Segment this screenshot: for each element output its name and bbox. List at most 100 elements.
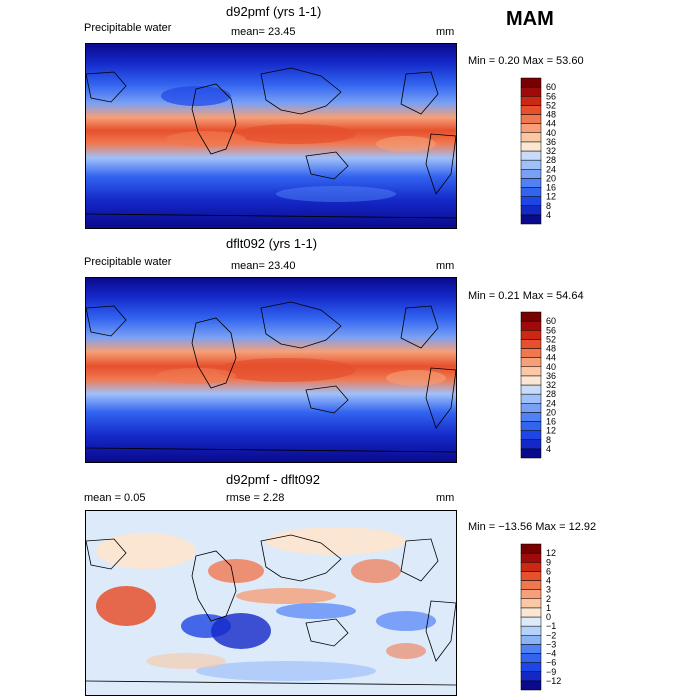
panel2-mean-label: mean= 23.40 <box>231 260 296 272</box>
colorbar-tick-label: −4 <box>546 649 556 659</box>
panel2-units-label: mm <box>436 260 455 272</box>
colorbar-swatch <box>520 141 542 152</box>
colorbar-tick-label: 56 <box>546 91 556 101</box>
colorbar-swatch <box>520 671 542 682</box>
colorbar-swatch <box>520 598 542 609</box>
colorbar-tick-label: 44 <box>546 353 556 363</box>
colorbar-tick-label: 16 <box>546 183 556 193</box>
colorbar-tick-label: 12 <box>546 426 556 436</box>
season-label: MAM <box>506 8 554 30</box>
colorbar-tick-label: 28 <box>546 155 556 165</box>
colorbar-swatch <box>520 662 542 673</box>
colorbar-tick-label: 36 <box>546 371 556 381</box>
colorbar-swatch <box>520 357 542 368</box>
colorbar-tick-label: 12 <box>546 548 556 558</box>
panel1-min-max: Min = 0.20 Max = 53.60 <box>468 55 584 67</box>
colorbar-tick-label: 52 <box>546 100 556 110</box>
panel2-variable-label: Precipitable water <box>84 256 172 268</box>
colorbar-swatch <box>520 580 542 590</box>
colorbar-tick-label: 44 <box>546 119 556 129</box>
panel3-rmse-label: rmse = 2.28 <box>226 492 285 504</box>
colorbar-tick-label: 12 <box>546 192 556 202</box>
colorbar-tick-label: 48 <box>546 344 556 354</box>
colorbar-swatch <box>520 421 542 431</box>
colorbar-tick-label: −3 <box>546 639 556 649</box>
colorbar-tick-label: 9 <box>546 557 551 567</box>
colorbar-tick-label: 8 <box>546 201 551 211</box>
colorbar-swatch <box>520 384 542 395</box>
colorbar-tick-label: 16 <box>546 417 556 427</box>
colorbar-tick-label: −2 <box>546 630 556 640</box>
colorbar-swatch <box>520 448 542 459</box>
colorbar-tick-label: 2 <box>546 594 551 604</box>
colorbar-swatch <box>520 320 542 331</box>
colorbar-swatch <box>520 644 542 654</box>
panel3-min-max: Min = −13.56 Max = 12.92 <box>468 521 597 533</box>
colorbar-swatch <box>520 196 542 207</box>
colorbar-tick-label: 1 <box>546 603 551 613</box>
colorbar-swatch <box>520 552 542 563</box>
colorbar-swatch <box>520 375 542 386</box>
colorbar-tick-label: 56 <box>546 325 556 335</box>
colorbar-tick-label: −1 <box>546 621 556 631</box>
colorbar-swatch <box>520 114 542 124</box>
colorbar-tick-label: 28 <box>546 389 556 399</box>
colorbar-swatch <box>520 77 542 88</box>
colorbar-swatch <box>520 187 542 197</box>
panel1-units-label: mm <box>436 26 455 38</box>
colorbar-swatch <box>520 625 542 636</box>
panel1-map <box>85 43 457 229</box>
panel2-map <box>85 277 457 463</box>
colorbar-tick-label: 60 <box>546 82 556 92</box>
panel1-mean-label: mean= 23.45 <box>231 26 296 38</box>
colorbar-swatch <box>520 571 542 581</box>
colorbar-tick-label: 8 <box>546 435 551 445</box>
colorbar-swatch <box>520 123 542 134</box>
colorbar-swatch <box>520 159 542 170</box>
panel1-colorbar: 4 8 12 16 20 24 28 32 36 40 44 48 52 56 60 <box>520 77 581 226</box>
panel3-mean-label: mean = 0.05 <box>84 492 146 504</box>
panel2-min-max: Min = 0.21 Max = 54.64 <box>468 290 584 302</box>
colorbar-swatch <box>520 607 542 618</box>
panel3-title: d92pmf - dflt092 <box>226 472 320 487</box>
colorbar-swatch <box>520 680 542 691</box>
colorbar-swatch <box>520 169 542 179</box>
colorbar-tick-label: 32 <box>546 146 556 156</box>
colorbar-tick-label: 4 <box>546 210 551 220</box>
colorbar-tick-label: −12 <box>546 676 561 686</box>
colorbar-tick-label: 48 <box>546 110 556 120</box>
colorbar-swatch <box>520 589 542 600</box>
colorbar-swatch <box>520 430 542 441</box>
colorbar-swatch <box>520 562 542 572</box>
colorbar-swatch <box>520 214 542 225</box>
colorbar-tick-label: 60 <box>546 316 556 326</box>
colorbar-tick-label: 4 <box>546 444 551 454</box>
colorbar-swatch <box>520 653 542 663</box>
colorbar-swatch <box>520 205 542 216</box>
panel2-title: dflt092 (yrs 1-1) <box>226 236 318 251</box>
colorbar-swatch <box>520 616 542 627</box>
panel3-colorbar: −12 −9 −6 −4 −3 −2 −1 0 1 2 3 4 6 9 12 <box>520 543 581 692</box>
colorbar-tick-label: 32 <box>546 380 556 390</box>
colorbar-swatch <box>520 366 542 377</box>
colorbar-swatch <box>520 330 542 340</box>
colorbar-swatch <box>520 96 542 106</box>
colorbar-tick-label: 40 <box>546 362 556 372</box>
colorbar-tick-label: 6 <box>546 566 551 576</box>
colorbar-tick-label: 36 <box>546 137 556 147</box>
colorbar-tick-label: 0 <box>546 612 551 622</box>
colorbar-swatch <box>520 439 542 450</box>
colorbar-tick-label: 24 <box>546 164 556 174</box>
panel1-variable-label: Precipitable water <box>84 22 172 34</box>
colorbar-swatch <box>520 339 542 349</box>
colorbar-tick-label: 20 <box>546 407 556 417</box>
colorbar-tick-label: 20 <box>546 173 556 183</box>
colorbar-tick-label: −6 <box>546 658 556 668</box>
colorbar-swatch <box>520 412 542 422</box>
panel2-colorbar: 4 8 12 16 20 24 28 32 36 40 44 48 52 56 60 <box>520 311 581 460</box>
colorbar-swatch <box>520 150 542 161</box>
panel1-title: d92pmf (yrs 1-1) <box>226 4 322 19</box>
panel3-units-label: mm <box>436 492 455 504</box>
panel3-map <box>85 510 457 696</box>
colorbar-swatch <box>520 635 542 645</box>
